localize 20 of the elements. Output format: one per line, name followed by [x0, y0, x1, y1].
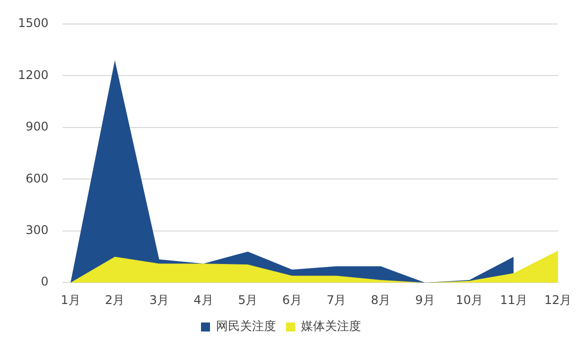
x-tick-label: 1月	[60, 292, 80, 307]
y-tick-label: 600	[26, 171, 49, 186]
x-tick-label: 2月	[105, 292, 125, 307]
x-tick-label: 3月	[149, 292, 169, 307]
x-tick-label: 9月	[415, 292, 435, 307]
x-tick-label: 5月	[238, 292, 258, 307]
y-tick-label: 900	[26, 120, 49, 134]
y-tick-label: 300	[26, 223, 49, 238]
legend-label: 网民关注度	[216, 319, 276, 334]
x-tick-label: 12月	[544, 292, 572, 307]
x-tick-label: 11月	[500, 292, 528, 307]
y-tick-label: 1500	[18, 16, 49, 30]
legend-label: 媒体关注度	[301, 319, 361, 334]
x-tick-label: 8月	[370, 292, 391, 307]
x-tick-label: 10月	[456, 292, 484, 307]
y-tick-label: 1200	[18, 68, 49, 82]
x-tick-label: 4月	[194, 292, 214, 307]
y-tick-label: 0	[40, 274, 49, 289]
x-tick-label: 7月	[326, 292, 346, 307]
x-tick-label: 6月	[282, 292, 302, 307]
